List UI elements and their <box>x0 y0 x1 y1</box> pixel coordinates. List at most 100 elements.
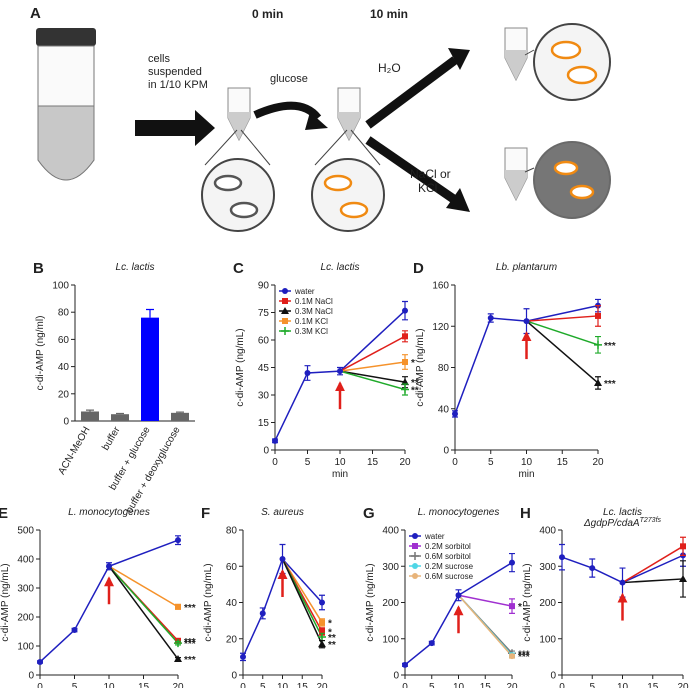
marker <box>594 378 602 386</box>
y-tick-label: 0 <box>393 671 399 682</box>
chart-title: Lb. plantarum <box>496 262 557 273</box>
significance: ** <box>328 640 336 651</box>
series-line <box>339 370 406 383</box>
y-tick-label: 30 <box>258 391 270 402</box>
y-tick-label: 90 <box>258 281 270 292</box>
legend-label: 0.1M KCl <box>295 317 328 326</box>
legend-label: 0.2M sucrose <box>425 562 474 571</box>
step-text: glucose <box>270 73 308 85</box>
y-tick-label: 120 <box>432 322 449 333</box>
time-label: 0 min <box>252 7 283 21</box>
marker <box>401 385 409 394</box>
marker <box>318 632 326 641</box>
significance: ** <box>328 633 336 644</box>
x-tick-label: 20 <box>506 682 518 688</box>
significance: *** <box>518 652 530 663</box>
marker <box>559 554 565 561</box>
chart-title: Lc. lactis <box>321 262 360 273</box>
legend-label: 0.6M sucrose <box>425 572 474 581</box>
y-tick-label: 300 <box>17 584 34 595</box>
significance: ** <box>411 386 419 397</box>
marker <box>174 639 182 648</box>
x-tick-label: 10 <box>521 457 533 468</box>
y-tick-label: 400 <box>539 526 556 537</box>
series-line <box>339 361 406 372</box>
y-tick-label: 80 <box>226 526 238 537</box>
tube-cap <box>36 28 96 46</box>
y-tick-label: 40 <box>58 362 70 373</box>
error-bar <box>176 411 184 413</box>
step-text: cells suspended in 1/10 KPM <box>148 53 208 91</box>
chart-title: S. aureus <box>261 507 304 518</box>
y-tick-label: 200 <box>539 598 556 609</box>
y-tick-label: 20 <box>58 389 70 400</box>
panel-letter: H <box>520 505 531 522</box>
significance: *** <box>518 649 530 660</box>
y-tick-label: 100 <box>382 634 399 645</box>
y-axis-label: c-di-AMP (ng/mL) <box>365 563 376 641</box>
marker <box>402 359 408 365</box>
y-axis-label: c-di-AMP (ng/mL) <box>235 328 246 406</box>
marker <box>240 653 246 660</box>
panel-letter: E <box>0 505 8 522</box>
x-tick-label: 0 <box>240 682 246 688</box>
y-tick-label: 400 <box>382 526 399 537</box>
legend-label: 0.6M sorbitol <box>425 552 471 561</box>
x-tick-label: 20 <box>592 457 604 468</box>
x-tick-label: 0 <box>272 457 278 468</box>
y-axis-label: c-di-AMP (ng/mL) <box>203 563 214 641</box>
marker <box>175 537 181 544</box>
bar <box>141 317 159 421</box>
x-axis-label: min <box>332 469 348 480</box>
chart-subtitle: ΔgdpP/cdaAT273fs <box>583 517 662 529</box>
marker <box>595 312 601 319</box>
marker <box>37 658 43 665</box>
panel-a: A 0 min 10 min cells suspended in 1/10 KPM… <box>30 5 611 232</box>
marker <box>619 579 626 586</box>
series-line <box>108 565 179 608</box>
series-line <box>526 315 599 322</box>
significance: * <box>328 628 332 639</box>
marker <box>318 640 326 648</box>
y-axis-label: c-di-AMP (ng/mL) <box>415 328 426 406</box>
y-tick-label: 0 <box>263 446 269 457</box>
marker <box>337 368 343 375</box>
x-tick-label: 0 <box>452 457 458 468</box>
y-tick-label: 100 <box>539 634 556 645</box>
y-tick-label: 300 <box>539 562 556 573</box>
significance: *** <box>604 379 616 390</box>
bar <box>171 412 189 421</box>
y-tick-label: 200 <box>382 598 399 609</box>
y-tick-label: 0 <box>443 446 449 457</box>
marker <box>428 640 435 647</box>
x-tick-label: 10 <box>103 682 115 688</box>
y-tick-label: 60 <box>226 562 238 573</box>
marker <box>319 599 325 606</box>
marker <box>594 340 602 349</box>
marker <box>452 410 458 417</box>
series-line <box>457 594 513 657</box>
y-axis-label: c-di-AMP (ng/mL) <box>0 563 11 641</box>
y-tick-label: 60 <box>258 336 270 347</box>
series-line <box>242 557 323 658</box>
y-tick-label: 75 <box>258 308 270 319</box>
panel-letter: A <box>30 5 41 22</box>
series-line <box>108 565 179 644</box>
small-tube <box>504 147 528 202</box>
legend-marker <box>282 298 288 304</box>
series-line <box>274 310 406 442</box>
error-bar <box>146 308 154 318</box>
x-tick-label: 0 <box>37 682 43 688</box>
marker <box>589 565 596 572</box>
y-tick-label: 60 <box>58 335 70 346</box>
cell-zoom <box>311 158 385 232</box>
marker <box>402 307 408 314</box>
marker <box>509 559 515 566</box>
series-line <box>561 554 684 584</box>
legend-marker <box>412 533 418 539</box>
marker <box>279 556 286 562</box>
legend-marker <box>282 318 288 324</box>
x-tick-label: 5 <box>488 457 494 468</box>
marker <box>319 619 325 626</box>
